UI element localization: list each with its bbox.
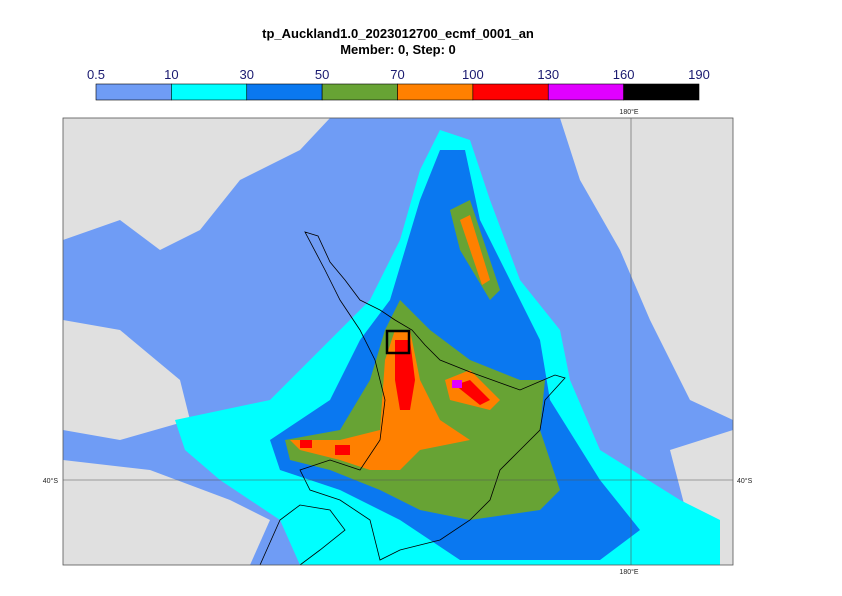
colorbar-tick: 100	[462, 67, 484, 82]
colorbar-box	[623, 83, 700, 101]
colorbar-box	[246, 83, 323, 101]
colorbar-box	[547, 83, 624, 101]
lat-label: 40°S	[737, 477, 753, 485]
rain-area	[455, 380, 490, 405]
colorbar-tick: 50	[315, 67, 329, 82]
subtitle: Member: 0, Step: 0	[340, 42, 456, 57]
colorbar-tick: 70	[390, 67, 404, 82]
map-frame	[62, 117, 734, 566]
no-rain	[63, 320, 190, 440]
lon-label: 180°E	[619, 108, 638, 116]
rain-area	[452, 380, 462, 388]
map-field	[63, 118, 733, 565]
colorbar: 0.5 10 30 50 70 100 130 160 190	[87, 67, 710, 101]
colorbar-tick: 130	[537, 67, 559, 82]
colorbar-box	[321, 83, 398, 101]
rain-area	[395, 340, 415, 410]
colorbar-box	[171, 83, 248, 101]
title: tp_Auckland1.0_2023012700_ecmf_0001_an	[262, 26, 534, 41]
colorbar-box	[397, 83, 474, 101]
rain-area	[460, 215, 490, 285]
lon-label: 180°E	[619, 568, 638, 576]
lat-label: 40°S	[43, 477, 59, 485]
rain-area	[290, 330, 470, 470]
colorbar-box	[95, 83, 172, 101]
coastline	[259, 504, 346, 565]
colorbar-tick: 30	[240, 67, 254, 82]
colorbar-tick: 10	[164, 67, 178, 82]
no-rain	[63, 118, 330, 250]
domain-box	[385, 329, 411, 355]
coastline	[299, 231, 566, 561]
colorbar-tick: 0.5	[87, 67, 105, 82]
colorbar-box	[472, 83, 549, 101]
rain-area	[300, 440, 312, 448]
no-rain	[63, 460, 270, 565]
no-rain	[560, 118, 733, 420]
rain-area	[335, 445, 350, 455]
colorbar-tick: 190	[688, 67, 710, 82]
colorbar-tick: 160	[613, 67, 635, 82]
